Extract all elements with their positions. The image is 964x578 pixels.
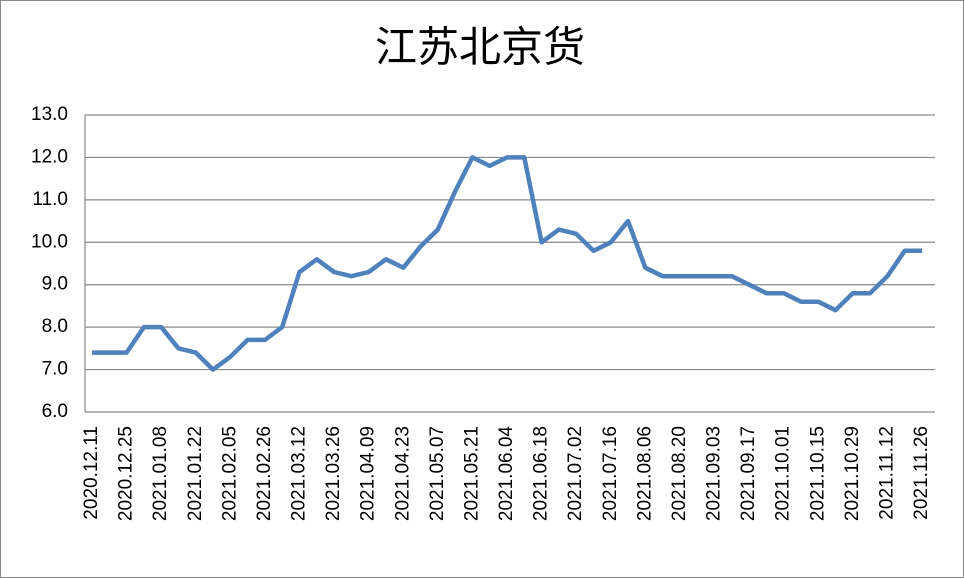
x-tick-label: 2021.02.05	[219, 426, 240, 521]
x-tick-label: 2021.09.17	[738, 426, 759, 521]
data-line	[92, 155, 922, 372]
x-tick-label: 2021.05.07	[427, 426, 448, 521]
x-tick-label: 2021.06.04	[496, 426, 517, 522]
y-tick-label: 13.0	[31, 104, 68, 125]
x-tick-label: 2021.07.02	[565, 426, 586, 521]
y-tick-label: 10.0	[31, 231, 68, 252]
x-tick-label: 2021.03.12	[289, 426, 310, 521]
x-tick-label: 2021.11.12	[876, 426, 897, 520]
x-tick-label: 2021.03.26	[323, 426, 344, 521]
x-tick-label: 2021.10.29	[842, 426, 863, 521]
x-tick-label: 2020.12.11	[81, 426, 102, 520]
x-tick-label: 2021.01.08	[150, 426, 171, 521]
y-tick-label: 9.0	[42, 274, 68, 295]
x-tick-label: 2021.10.15	[807, 426, 828, 521]
y-tick-label: 7.0	[42, 359, 68, 380]
x-tick-label: 2021.02.26	[254, 426, 275, 521]
x-tick-label: 2021.07.16	[600, 426, 621, 521]
x-tick-label: 2021.05.21	[461, 426, 482, 521]
x-tick-label: 2021.06.18	[531, 426, 552, 521]
x-tick-label: 2021.09.03	[704, 426, 725, 521]
y-tick-label: 12.0	[31, 146, 68, 167]
x-tick-label: 2021.01.22	[185, 426, 206, 521]
x-tick-label: 2020.12.25	[116, 426, 137, 521]
x-tick-label: 2021.08.06	[634, 426, 655, 521]
x-tick-label: 2021.04.09	[358, 426, 379, 521]
x-tick-label: 2021.10.01	[773, 426, 794, 521]
x-tick-label: 2021.11.26	[911, 426, 932, 520]
x-tick-label: 2021.08.20	[669, 426, 690, 521]
y-tick-label: 6.0	[42, 401, 68, 422]
chart-title: 江苏北京货	[375, 25, 585, 72]
y-tick-label: 8.0	[42, 316, 68, 337]
y-tick-label: 11.0	[32, 189, 68, 210]
x-tick-label: 2021.04.23	[392, 426, 413, 521]
